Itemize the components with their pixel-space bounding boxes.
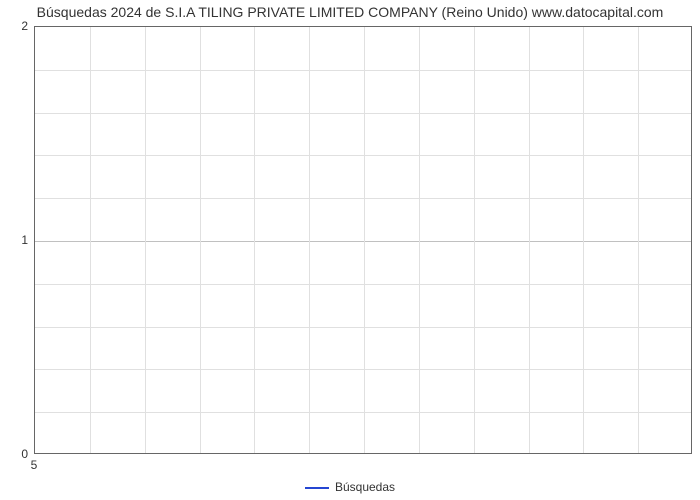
grid-minor-h bbox=[35, 155, 691, 156]
grid-minor-v bbox=[638, 27, 639, 453]
grid-minor-v bbox=[529, 27, 530, 453]
grid-minor-h bbox=[35, 198, 691, 199]
grid-minor-h bbox=[35, 327, 691, 328]
grid-minor-v bbox=[254, 27, 255, 453]
grid-minor-v bbox=[145, 27, 146, 453]
grid-minor-v bbox=[90, 27, 91, 453]
chart-legend: Búsquedas bbox=[0, 480, 700, 494]
grid-minor-h bbox=[35, 412, 691, 413]
y-tick-label: 0 bbox=[0, 447, 28, 461]
grid-minor-h bbox=[35, 113, 691, 114]
chart-title: Búsquedas 2024 de S.I.A TILING PRIVATE L… bbox=[0, 4, 700, 20]
grid-minor-v bbox=[309, 27, 310, 453]
grid-minor-v bbox=[200, 27, 201, 453]
legend-line-icon bbox=[305, 487, 329, 489]
legend-label: Búsquedas bbox=[335, 480, 395, 494]
x-tick-label: 5 bbox=[31, 458, 38, 472]
grid-minor-h bbox=[35, 284, 691, 285]
grid-major-h bbox=[35, 241, 691, 242]
grid-minor-v bbox=[583, 27, 584, 453]
grid-minor-h bbox=[35, 70, 691, 71]
grid-minor-v bbox=[474, 27, 475, 453]
grid-minor-v bbox=[364, 27, 365, 453]
y-tick-label: 1 bbox=[0, 233, 28, 247]
chart-plot-area bbox=[34, 26, 692, 454]
y-tick-label: 2 bbox=[0, 19, 28, 33]
grid-minor-h bbox=[35, 369, 691, 370]
grid-minor-v bbox=[419, 27, 420, 453]
